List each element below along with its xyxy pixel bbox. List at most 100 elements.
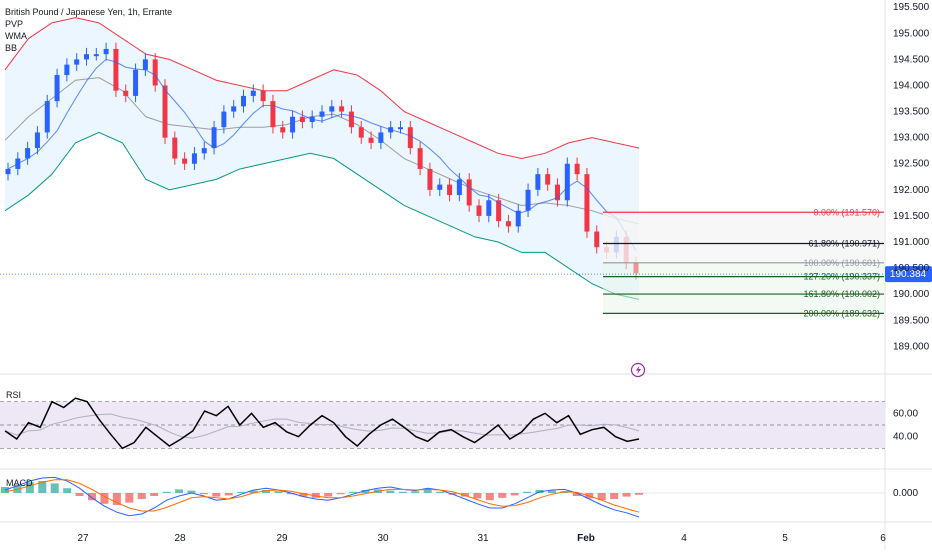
time-axis-label: 27 [77,533,89,544]
macd-histogram-bar [485,493,494,501]
macd-histogram-bar [187,490,196,493]
macd-histogram-bar [63,488,72,493]
candle-body [368,137,374,143]
candle-body [142,59,148,70]
candle-body [93,54,99,57]
macd-histogram-bar [572,493,581,496]
price-axis-label: 191.500 [893,211,930,222]
macd-histogram-bar [162,491,171,493]
wma-line [7,58,637,251]
macd-histogram-bar [510,493,519,496]
macd-pane-label: MACD [6,478,33,488]
macd-histogram-bar [386,490,395,493]
candle-body [545,174,551,185]
macd-signal-line [4,479,640,513]
macd-histogram-bar [411,491,420,493]
macd-histogram-bar [199,493,208,495]
candle-body [594,231,600,248]
macd-line [4,476,640,518]
price-axis-label: 193.000 [893,133,930,144]
macd-histogram-bar [523,491,532,493]
rsi-ma-line [4,413,640,439]
candle-body [113,48,119,91]
candle-body [133,69,139,96]
macd-histogram-bar [299,493,308,497]
macd-histogram-bar [473,493,482,499]
candle-body [496,200,502,222]
time-axis-label: 30 [377,533,389,544]
fib-zone-fill [603,212,884,263]
fib-level-label: 0.00% (191.570) [813,207,880,217]
macd-histogram-bar [150,493,159,496]
candle-body [64,64,70,76]
candle-body [5,168,11,175]
chart-title: British Pound / Japanese Yen, 1h, Errant… [5,7,173,17]
candle-body [84,54,89,60]
price-axis-label: 190.500 [893,263,930,274]
candle-body [407,127,413,149]
candle-body [515,210,521,227]
macd-histogram-bar [88,493,97,501]
time-axis-label: 4 [681,533,687,544]
bollinger-fill [5,17,639,300]
macd-histogram-bar [610,493,619,499]
macd-histogram-bar [50,483,59,493]
candle-body [172,137,178,159]
candle-body [290,116,296,133]
price-axis-label: 195.000 [893,28,930,39]
candle-body [555,184,560,201]
macd-histogram-bar [274,491,283,493]
candle-body [260,90,266,102]
indicator-bb[interactable]: BB [5,43,18,53]
candle-body [211,127,217,149]
macd-histogram-bar [460,493,469,497]
macd-histogram-bar [398,491,407,493]
candle-body [486,200,492,216]
candle-body [447,184,453,196]
candle-body [231,106,237,112]
macd-histogram-bar [436,491,445,493]
bollinger-upper-line [4,17,640,160]
macd-histogram-bar [262,490,271,493]
time-axis-label: Feb [577,533,595,544]
macd-histogram-bar [498,493,507,498]
macd-histogram-bar [286,493,295,495]
indicator-wma[interactable]: WMA [5,31,27,41]
candle-body [123,90,129,96]
candle-body [584,174,590,232]
macd-histogram-bar [38,481,47,493]
price-axis-label: 193.500 [893,107,930,118]
candle-body [201,148,207,154]
bollinger-lower-line [4,131,640,300]
candle-body [466,179,472,206]
price-axis-label: 189.500 [893,315,930,326]
price-axis-label: 190.000 [893,289,930,300]
macd-histogram-bar [361,490,370,493]
macd-axis-label: 0.000 [893,488,918,499]
alert-icon-bolt [636,365,641,375]
candle-body [74,59,80,65]
candle-body [358,127,364,138]
macd-histogram-bar [224,493,233,496]
candle-body [348,111,354,128]
macd-histogram-bar [75,493,84,496]
macd-histogram-bar [324,493,333,497]
candle-body [34,132,40,149]
indicator-pvp[interactable]: PVP [5,19,24,29]
candle-body [437,184,443,190]
price-axis-label: 191.000 [893,237,930,248]
macd-histogram-bar [25,482,34,493]
price-axis-label: 194.000 [893,80,930,91]
macd-histogram-bar [112,493,121,505]
time-axis-label: 29 [276,533,288,544]
price-tag [885,266,932,283]
candle-body [456,179,462,196]
macd-histogram-bar [423,490,432,493]
rsi-axis-label: 60.00 [893,408,918,419]
macd-histogram-bar [100,493,109,504]
price-axis-label: 194.500 [893,54,930,65]
candle-body [103,48,109,55]
macd-histogram-bar [237,491,246,493]
